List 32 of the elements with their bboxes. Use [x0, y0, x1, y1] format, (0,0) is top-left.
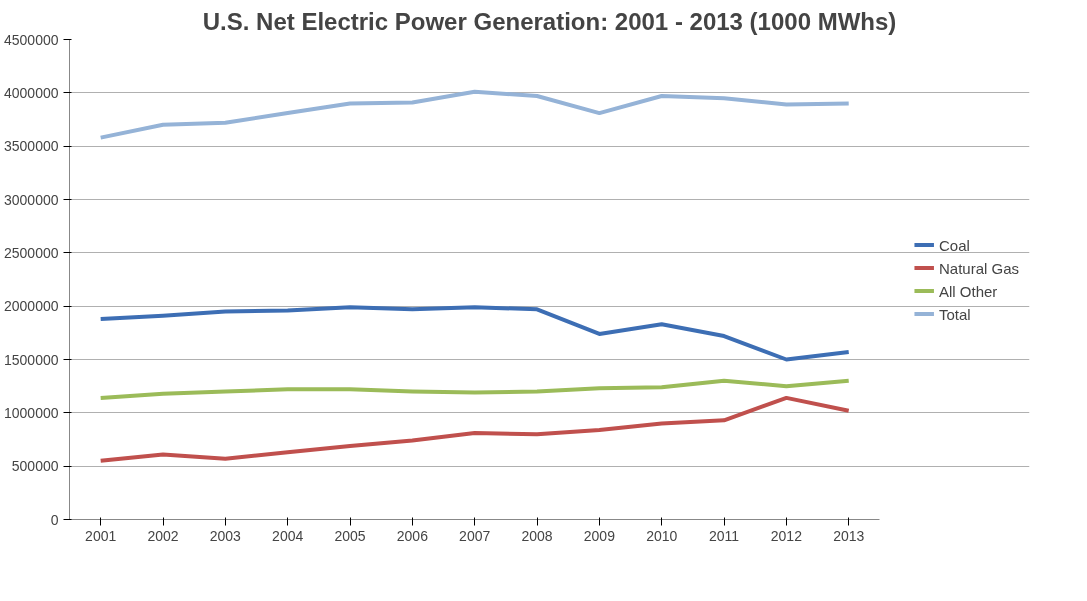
x-tick-label: 2008	[521, 527, 553, 544]
y-tick-label: 0	[50, 511, 59, 528]
x-tick-label: 2004	[272, 527, 304, 544]
y-tick-label: 3000000	[4, 191, 59, 208]
y-tick-label: 1500000	[4, 351, 59, 368]
y-tick-label: 3500000	[4, 138, 59, 155]
legend-label: Coal	[938, 236, 970, 253]
legend-label: Natural Gas	[938, 259, 1019, 276]
y-tick-label: 500000	[11, 458, 59, 475]
x-tick-label: 2013	[833, 527, 865, 544]
line-series	[98, 378, 851, 400]
y-tick-label: 2500000	[4, 244, 59, 261]
chart-title: U.S. Net Electric Power Generation: 2001 - 2013 (1000 MWhs)	[202, 7, 897, 35]
line-series	[98, 305, 851, 362]
y-tick-label: 4000000	[4, 84, 59, 101]
x-tick-label: 2001	[85, 527, 117, 544]
x-tick-label: 2010	[646, 527, 678, 544]
x-tick-label: 2005	[334, 527, 366, 544]
x-tick-label: 2011	[708, 527, 740, 544]
y-tick-label: 4500000	[4, 31, 59, 48]
y-tick-label: 2000000	[4, 298, 59, 315]
legend-label: Total	[938, 305, 971, 322]
x-tick-label: 2012	[770, 527, 803, 544]
line-series	[98, 395, 851, 463]
x-tick-label: 2006	[396, 527, 429, 544]
x-tick-label: 2007	[459, 527, 491, 544]
x-tick-label: 2003	[209, 527, 242, 544]
x-tick-label: 2009	[583, 527, 616, 544]
legend-label: All Other	[938, 282, 998, 299]
y-tick-label: 1000000	[4, 404, 59, 421]
x-tick-label: 2002	[147, 527, 179, 544]
line-series	[98, 89, 851, 140]
